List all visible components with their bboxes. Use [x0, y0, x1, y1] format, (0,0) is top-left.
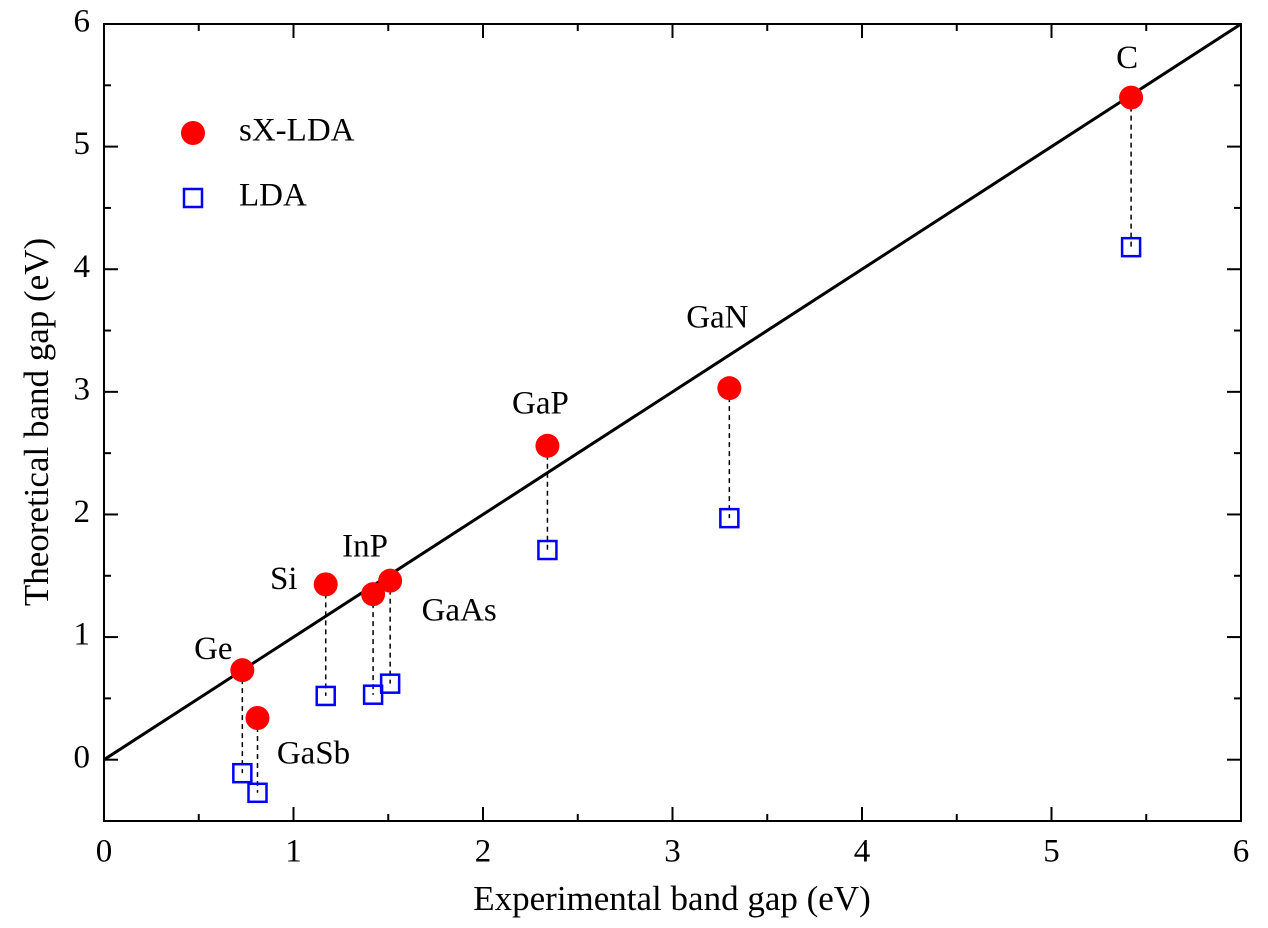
point-label: GaP	[512, 385, 569, 421]
point-label: GaAs	[422, 592, 497, 628]
point	[719, 507, 740, 529]
point	[535, 433, 560, 458]
point	[717, 376, 742, 401]
x-tick-label: 0	[96, 834, 113, 870]
x-tick-label: 6	[1233, 834, 1250, 870]
y-axis-title: Theoretical band gap (eV)	[17, 238, 56, 606]
point	[537, 539, 558, 561]
point	[245, 706, 270, 731]
x-tick-label: 1	[285, 834, 302, 870]
point	[1120, 236, 1142, 258]
point	[313, 572, 338, 597]
point-label: GaSb	[277, 736, 350, 772]
y-tick-label: 0	[74, 739, 91, 775]
point	[362, 684, 384, 705]
point-label: C	[1116, 40, 1138, 76]
x-axis-title: Experimental band gap (eV)	[473, 879, 870, 918]
y-tick-label: 3	[74, 371, 91, 407]
legend-label: LDA	[239, 178, 307, 214]
point	[378, 568, 403, 593]
point-label: Si	[270, 561, 298, 597]
x-tick-label: 4	[854, 834, 871, 870]
point	[232, 762, 253, 784]
y-tick-label: 1	[74, 617, 91, 653]
x-tick-label: 3	[664, 834, 681, 870]
y-tick-label: 2	[74, 494, 91, 530]
x-tick-label: 2	[475, 834, 492, 870]
y-tick-label: 4	[74, 249, 91, 285]
legend-marker	[182, 187, 204, 209]
point	[230, 658, 255, 683]
point	[247, 782, 268, 804]
point-label: InP	[342, 529, 388, 565]
x-tick-label: 5	[1043, 834, 1060, 870]
y-tick-label: 6	[74, 4, 91, 40]
y-tick-label: 5	[74, 126, 91, 162]
point-label: GaN	[686, 300, 748, 336]
point	[361, 582, 386, 607]
legend-label: sX-LDA	[239, 113, 355, 149]
legend-marker	[181, 121, 205, 145]
point	[1119, 85, 1144, 110]
point	[379, 673, 401, 694]
point-label: Ge	[194, 631, 232, 667]
point	[315, 685, 336, 707]
plot-frame	[103, 23, 1242, 822]
reference-line	[103, 22, 1242, 761]
